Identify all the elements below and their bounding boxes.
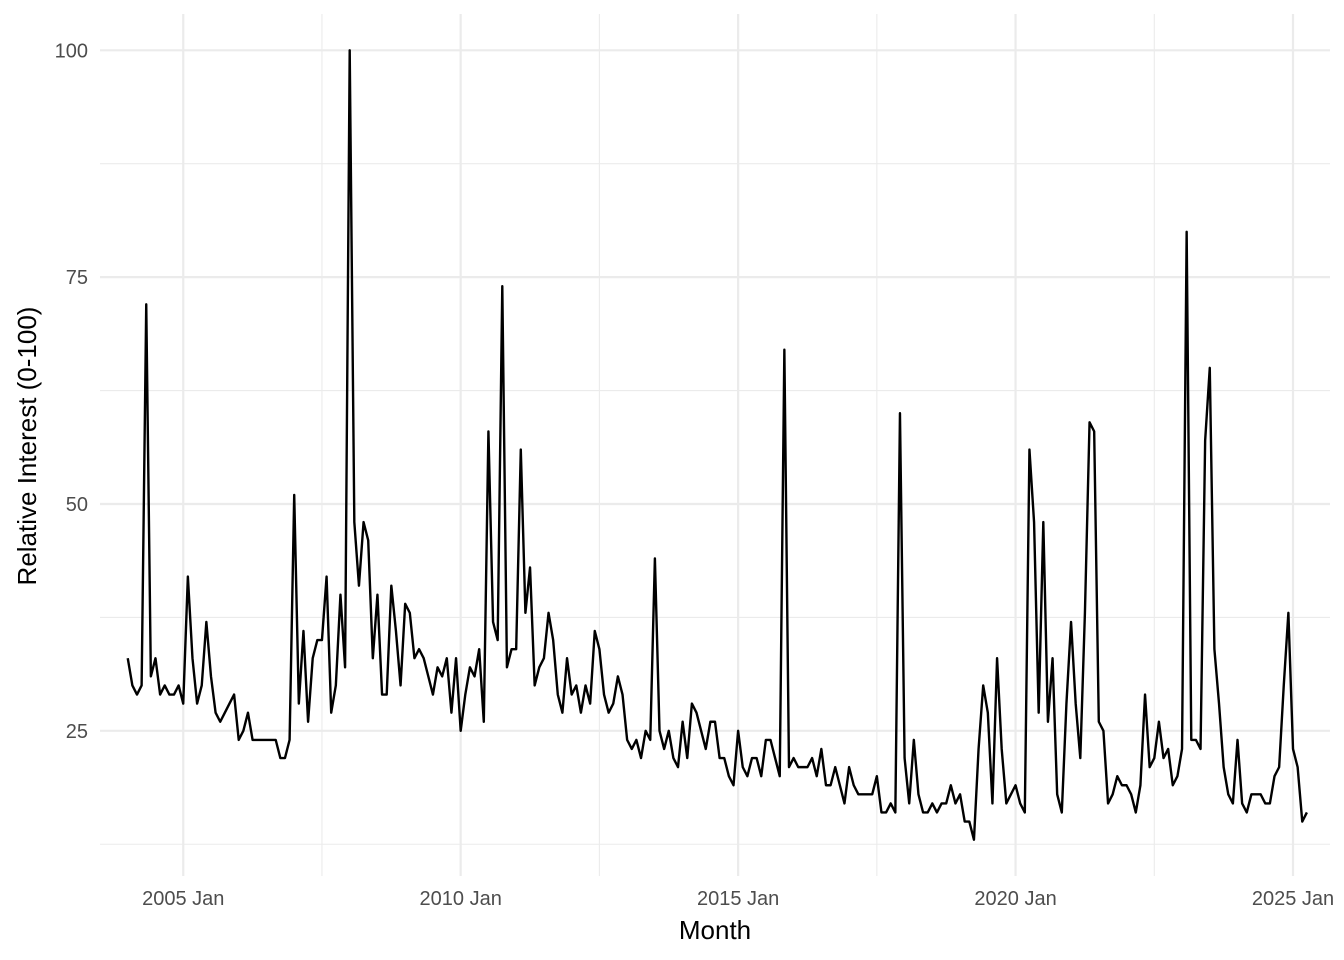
x-tick-label: 2015 Jan (697, 888, 779, 910)
grid (100, 14, 1330, 876)
x-tick-label: 2020 Jan (974, 888, 1056, 910)
tick-labels: 25 50 75 100 2005 Jan 2010 Jan 2015 Jan 2020 Ja… (55, 40, 1335, 910)
y-tick-label: 25 (66, 721, 88, 743)
y-axis-title: Relative Interest (0-100) (12, 307, 42, 586)
y-tick-label: 50 (66, 494, 88, 516)
x-tick-label: 2005 Jan (142, 888, 224, 910)
y-tick-label: 100 (55, 40, 88, 62)
y-tick-label: 75 (66, 267, 88, 289)
x-axis-title: Month (679, 915, 751, 945)
x-tick-label: 2025 Jan (1252, 888, 1334, 910)
series-line (126, 49, 1308, 841)
series-line-layer (126, 49, 1308, 841)
x-tick-label: 2010 Jan (420, 888, 502, 910)
